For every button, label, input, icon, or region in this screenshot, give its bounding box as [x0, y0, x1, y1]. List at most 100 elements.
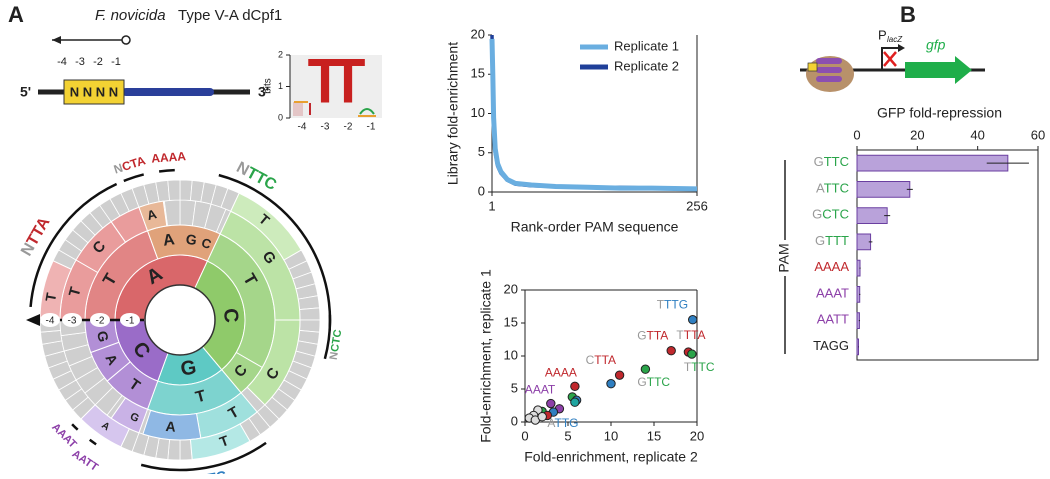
- point-label: GTTA: [637, 329, 668, 343]
- pam-text: N N N N: [70, 84, 118, 99]
- y-tick-label: 20: [504, 281, 518, 296]
- pam-label: AATT: [70, 448, 101, 474]
- y-tick-label: 10: [504, 347, 518, 362]
- logo-ylabel: bits: [263, 78, 274, 94]
- point: [615, 371, 623, 379]
- logo-small: [293, 102, 303, 116]
- category-label: ATTC: [816, 181, 849, 196]
- category-label: AAAA: [814, 260, 849, 275]
- bar: [857, 234, 871, 250]
- point: [607, 380, 615, 388]
- title-species: F. novicida: [95, 7, 166, 24]
- wheel-letter: A: [165, 418, 176, 435]
- promoter-sub: lacZ: [887, 35, 903, 44]
- promoter: P: [878, 27, 887, 42]
- arrow-head: [52, 36, 61, 44]
- panel-label: B: [900, 2, 916, 27]
- gfp-gene: [905, 56, 972, 84]
- gene-label: gfp: [926, 37, 946, 53]
- logo-tick-label: 0: [278, 112, 283, 122]
- grey-sector: [300, 308, 320, 320]
- point: [538, 413, 546, 421]
- logo-x-label: -3: [321, 122, 330, 133]
- wheel-position: -2: [96, 316, 105, 327]
- y-tick-label: 20: [471, 26, 485, 41]
- pam-arc: [124, 174, 144, 180]
- point: [571, 382, 579, 390]
- category-label: GCTC: [812, 207, 849, 222]
- point-label: TTTG: [657, 298, 688, 312]
- wheel-hole: [145, 285, 215, 355]
- pam-label: NTTC: [233, 159, 279, 194]
- category-label: GTTT: [815, 233, 849, 248]
- x-axis-label: Rank-order PAM sequence: [511, 219, 679, 235]
- point: [689, 316, 697, 324]
- x-tick-label: 10: [604, 428, 618, 443]
- pam-arc: [159, 170, 175, 171]
- crrna: [816, 58, 842, 64]
- point: [547, 399, 555, 407]
- point-label: ATTG: [547, 416, 578, 430]
- y-tick-label: 5: [478, 144, 485, 159]
- logo-small: [294, 101, 308, 103]
- y-axis-label: Library fold-enrichment: [445, 42, 461, 185]
- pam-small: [808, 63, 817, 71]
- wheel-arrow-head: [26, 314, 40, 326]
- bar: [857, 155, 1008, 171]
- x-axis-label: Fold-enrichment, replicate 2: [524, 449, 698, 465]
- point-label: TTTC: [684, 360, 715, 374]
- x-tick-label: 20: [910, 127, 924, 142]
- y-tick-label: 15: [471, 66, 485, 81]
- pam-arc: [72, 424, 78, 430]
- position-label: -2: [93, 56, 103, 68]
- y-tick-label: 10: [471, 105, 485, 120]
- grey-sector: [168, 180, 180, 200]
- point-label: AAAT: [525, 383, 556, 397]
- point-label: TTTA: [676, 328, 705, 342]
- point: [641, 365, 649, 373]
- wheel-position: -1: [126, 316, 135, 327]
- wheel-position: -4: [46, 316, 55, 327]
- point-label: GTTC: [637, 375, 670, 389]
- y-tick-label: 0: [478, 183, 485, 198]
- protospacer: [122, 88, 214, 96]
- position-label: -4: [57, 56, 67, 68]
- x-tick-label: 256: [686, 198, 708, 213]
- pam-label: NCTA: [112, 153, 147, 176]
- x-tick-label: 20: [690, 428, 704, 443]
- logo-letter: T: [331, 46, 366, 116]
- panel-label: A: [8, 2, 24, 27]
- point: [688, 350, 696, 358]
- category-label: AATT: [817, 312, 849, 327]
- crrna: [816, 67, 842, 73]
- x-tick-label: 40: [970, 127, 984, 142]
- bar: [857, 182, 910, 198]
- y-tick-label: 15: [504, 314, 518, 329]
- pam-arc: [90, 440, 96, 445]
- arrow-origin: [122, 36, 130, 44]
- x-tick-label: 5: [564, 428, 571, 443]
- y-axis-label: PAM: [776, 243, 792, 272]
- legend-label: Replicate 2: [614, 58, 679, 73]
- logo-tick-label: 2: [278, 49, 283, 59]
- point: [571, 398, 579, 406]
- y-tick-label: 0: [511, 413, 518, 428]
- crrna: [816, 76, 842, 82]
- x-tick-label: 1: [488, 198, 495, 213]
- y-axis-label: Fold-enrichment, replicate 1: [478, 269, 494, 443]
- logo-x-label: -1: [367, 122, 376, 133]
- legend-label: Replicate 1: [614, 38, 679, 53]
- logo-tick-label: 1: [278, 81, 283, 91]
- repression-x: [884, 52, 896, 66]
- logo-x-label: -4: [298, 122, 307, 133]
- x-tick-label: 0: [853, 127, 860, 142]
- wheel-letter: G: [185, 231, 198, 248]
- category-label: GTTC: [814, 155, 849, 170]
- wheel-letter: C: [219, 307, 242, 323]
- chart-title: GFP fold-repression: [877, 105, 1002, 121]
- point-label: CTTA: [586, 353, 616, 367]
- pam-label: NTTA: [18, 214, 54, 259]
- point-label: AAAA: [545, 366, 577, 380]
